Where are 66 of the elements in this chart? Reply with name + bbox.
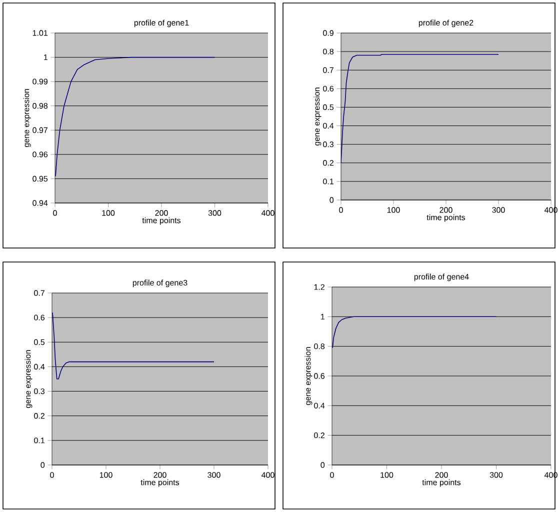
y-tick-label: 0.6: [323, 86, 334, 92]
y-tick-label: 1: [321, 314, 324, 320]
x-tick-label: 100: [100, 472, 112, 478]
y-tick-label: 0.4: [34, 364, 45, 370]
x-tick-label: 400: [262, 472, 274, 478]
y-tick-label: 0.99: [32, 78, 48, 84]
x-tick-label: 0: [50, 472, 54, 478]
y-tick-label: 0.95: [32, 176, 48, 182]
y-tick-label: 0: [320, 462, 325, 468]
y-tick-label: 0.9: [323, 30, 334, 36]
y-axis-title: gene expression: [314, 88, 322, 146]
chart-title: profile of gene3: [132, 280, 188, 288]
y-tick-label: 0.7: [34, 290, 44, 296]
line-series: [52, 312, 214, 380]
y-tick-label: 0.5: [323, 104, 334, 110]
y-tick-label: 0.4: [323, 122, 334, 129]
y-axis-title: gene expression: [23, 89, 31, 148]
y-tick-label: 0.94: [32, 200, 48, 206]
y-tick-label: 0.96: [32, 152, 48, 158]
y-tick-label: 0.7: [323, 67, 334, 73]
line-series: [332, 316, 497, 348]
x-axis-title: time points: [426, 214, 466, 222]
x-axis-title: time points: [140, 479, 180, 487]
x-axis-title: time points: [422, 479, 461, 487]
line-series: [341, 54, 499, 164]
x-tick-label: 300: [208, 210, 222, 216]
y-tick-label: 0.8: [314, 343, 325, 350]
x-tick-label: 100: [102, 210, 115, 216]
y-tick-label: 0: [330, 197, 334, 203]
y-axis-title: gene expression: [24, 350, 32, 408]
chart-title: profile of gene4: [414, 274, 469, 282]
y-tick-label: 0.98: [32, 103, 48, 109]
x-tick-label: 300: [490, 472, 503, 478]
x-tick-label: 200: [435, 472, 448, 478]
y-tick-label: 1: [44, 54, 48, 60]
y-tick-label: 1.01: [32, 30, 48, 36]
x-tick-label: 200: [154, 472, 166, 478]
x-tick-label: 200: [440, 207, 452, 213]
y-tick-label: 0.2: [34, 413, 44, 419]
y-tick-label: 0.1: [323, 178, 334, 184]
y-tick-label: 0.3: [34, 388, 45, 394]
x-tick-label: 200: [155, 210, 168, 216]
y-tick-label: 0.97: [32, 127, 48, 133]
x-tick-label: 300: [208, 472, 220, 478]
line-series: [55, 56, 216, 177]
x-tick-label: 400: [262, 210, 274, 216]
y-tick-label: 0: [40, 462, 45, 468]
y-tick-label: 0.2: [323, 160, 334, 166]
x-tick-label: 100: [387, 207, 400, 213]
x-tick-label: 100: [380, 472, 394, 478]
x-axis-title: time points: [142, 217, 181, 225]
x-tick-label: 300: [492, 207, 505, 213]
y-tick-label: 1.2: [314, 284, 324, 290]
y-tick-label: 0.3: [323, 142, 334, 148]
chart-title: profile of gene1: [134, 20, 189, 28]
y-tick-label: 0.8: [323, 48, 334, 54]
y-tick-label: 0.6: [34, 314, 45, 320]
y-tick-label: 0.6: [314, 373, 325, 379]
chart-title: profile of gene2: [418, 20, 474, 28]
y-tick-label: 0.1: [34, 438, 44, 444]
y-tick-label: 0.2: [314, 432, 324, 438]
x-tick-label: 0: [339, 207, 343, 213]
y-axis-title: gene expression: [304, 347, 312, 406]
x-tick-label: 0: [53, 210, 57, 216]
y-tick-label: 0.5: [34, 339, 45, 345]
y-tick-label: 0.4: [314, 402, 325, 408]
